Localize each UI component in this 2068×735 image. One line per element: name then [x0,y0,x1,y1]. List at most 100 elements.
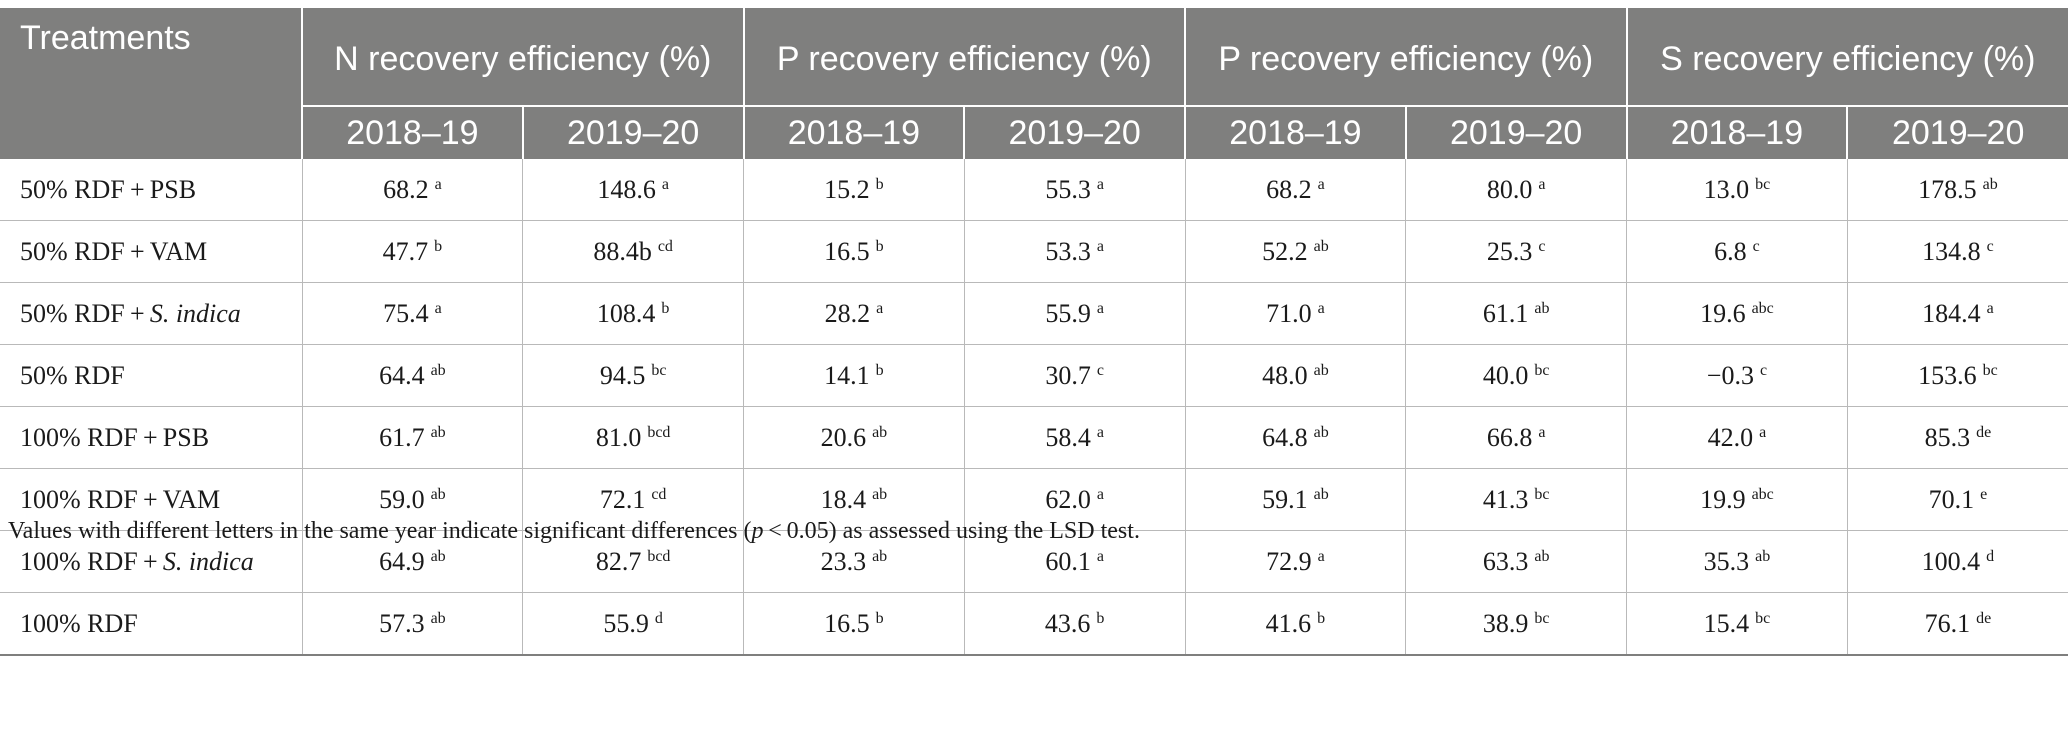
treatment-label: 50% RDF + PSB [20,174,197,204]
group-header-n-recovery: N recovery efficiency (%) [302,8,745,106]
cell-value: 55.9 [603,608,649,638]
cell-value: 55.9 [1045,298,1091,328]
significance-letters: a [876,299,884,317]
cell-value: 108.4 [596,298,656,328]
treatment-cell: 100% RDF + S. indica [0,530,303,593]
cell-value: 28.2 [824,298,871,328]
significance-letters: bc [1534,609,1550,627]
cell-value: 13.0 [1703,174,1750,204]
cell-value: 53.3 [1045,236,1091,266]
treatment-label: 50% RDF + VAM [20,236,208,266]
significance-letters: ab [1755,547,1771,565]
value-cell: 108.4 b [522,282,745,345]
value-cell: 71.0 a [1185,282,1407,345]
table-footnote: Values with different letters in the sam… [8,518,1140,545]
table-row: 100% RDF + VAM 59.0 ab 72.1 cd 18.4 ab 62.0 a 59.… [0,468,2068,531]
value-cell: 18.4 ab [743,468,965,531]
significance-letters: ab [430,361,446,379]
value-cell: 16.5 b [743,592,965,656]
treatment-label: 100% RDF + PSB [20,422,210,452]
significance-letters: b [875,175,884,193]
value-cell: 13.0 bc [1626,159,1848,221]
cell-value: 48.0 [1262,360,1308,390]
cell-value: 14.1 [824,360,870,390]
significance-letters: ab [430,423,446,441]
table-row: 50% RDF + VAM 47.7 b 88.4b cd 16.5 b 53.3 a 52.2 a… [0,220,2068,283]
significance-letters: a [1096,547,1104,565]
cell-value: −0.3 [1706,360,1754,390]
footnote-p-symbol: p [751,518,764,544]
treatment-label: 50% RDF + [20,298,150,328]
cell-value: 178.5 [1918,174,1977,204]
cell-value: 20.6 [820,422,867,452]
table-row: 100% RDF + PSB 61.7 ab 81.0 bcd 20.6 ab 58.4 a 64… [0,406,2068,469]
group-header-p-recovery-2: P recovery efficiency (%) [1185,8,1628,106]
significance-letters: a [1317,299,1325,317]
significance-letters: a [1096,299,1104,317]
significance-letters: a [1096,423,1104,441]
cell-value: 68.2 [383,174,429,204]
value-cell: 184.4 a [1847,282,2068,345]
value-cell: 70.1 e [1847,468,2068,531]
significance-letters: bcd [647,423,671,441]
treatment-cell: 100% RDF + VAM [0,468,303,531]
value-cell: 6.8 c [1626,220,1848,283]
treatment-cell: 50% RDF + PSB [0,159,303,221]
cell-value: 15.4 [1703,608,1750,638]
treatment-label: 100% RDF [20,608,138,638]
cell-value: 35.3 [1703,546,1750,576]
value-cell: 42.0 a [1626,406,1848,469]
cell-value: 25.3 [1486,236,1533,266]
significance-letters: ab [872,423,888,441]
value-cell: 15.2 b [743,159,965,221]
value-cell: 14.1 b [743,344,965,407]
significance-letters: a [1759,423,1767,441]
value-cell: 61.7 ab [302,406,524,469]
significance-letters: ab [1534,299,1550,317]
value-cell: 80.0 a [1405,159,1628,221]
year-header: 2018–19 [302,105,524,159]
cell-value: 23.3 [820,546,867,576]
significance-letters: ab [1313,361,1329,379]
significance-letters: bcd [647,547,671,565]
cell-value: 64.4 [379,360,425,390]
year-header: 2019–20 [1405,105,1628,159]
value-cell: 28.2 a [743,282,965,345]
cell-value: 94.5 [599,360,646,390]
value-cell: 88.4b cd [522,220,745,283]
significance-letters: b [661,299,670,317]
treatment-cell: 50% RDF + VAM [0,220,303,283]
value-cell: 38.9 bc [1405,592,1628,656]
value-cell: 35.3 ab [1626,530,1848,593]
value-cell: 68.2 a [302,159,524,221]
significance-letters: b [875,609,884,627]
value-cell: 19.6 abc [1626,282,1848,345]
value-cell: 82.7 bcd [522,530,745,593]
cell-value: 148.6 [597,174,656,204]
significance-letters: e [1980,485,1988,503]
cell-value: 16.5 [824,236,870,266]
significance-letters: d [654,609,663,627]
cell-value: 71.0 [1266,298,1312,328]
footnote-text-end: < 0.05) as assessed using the LSD test. [763,518,1140,544]
value-cell: 72.9 a [1185,530,1407,593]
cell-value: 43.6 [1044,608,1091,638]
significance-letters: a [661,175,669,193]
significance-letters: a [1096,175,1104,193]
value-cell: 63.3 ab [1405,530,1628,593]
cell-value: 70.1 [1928,484,1975,514]
cell-value: 47.7 [382,236,429,266]
value-cell: 64.9 ab [302,530,524,593]
significance-letters: abc [1751,299,1774,317]
treatment-cell: 50% RDF [0,344,303,407]
value-cell: 61.1 ab [1405,282,1628,345]
value-cell: 41.6 b [1185,592,1407,656]
cell-value: 66.8 [1486,422,1533,452]
value-cell: −0.3 c [1626,344,1848,407]
cell-value: 153.6 [1918,360,1977,390]
significance-letters: c [1986,237,1994,255]
significance-letters: a [1317,547,1325,565]
significance-letters: de [1976,609,1992,627]
significance-letters: bc [1534,485,1550,503]
value-cell: 55.9 a [964,282,1186,345]
